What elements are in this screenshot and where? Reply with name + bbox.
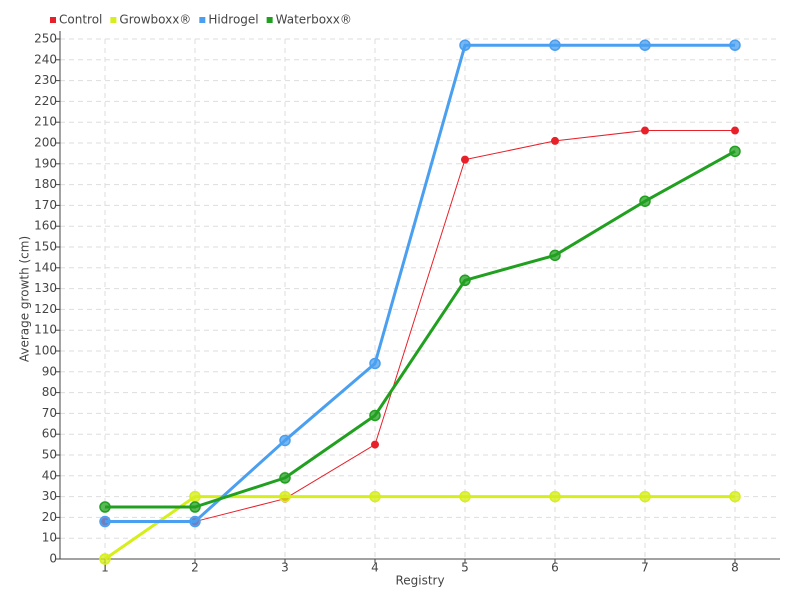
data-point	[369, 490, 381, 503]
x-tick-label: 2	[191, 561, 199, 575]
data-point	[551, 136, 559, 145]
data-point	[549, 39, 561, 51]
y-tick-label: 90	[42, 364, 57, 378]
x-tick-label: 3	[281, 561, 289, 575]
legend-label: Growboxx®	[119, 13, 191, 27]
data-point	[279, 472, 291, 484]
x-tick-label: 6	[551, 561, 559, 575]
y-tick-label: 160	[34, 219, 57, 233]
y-tick-label: 220	[34, 94, 57, 108]
y-axis-label: Average growth (cm)	[18, 236, 32, 362]
series-line	[105, 43, 735, 524]
y-tick-label: 50	[42, 448, 57, 462]
data-point	[549, 249, 561, 262]
y-tick-label: 30	[42, 489, 57, 503]
data-point	[459, 274, 471, 287]
x-tick-label: 1	[101, 561, 109, 575]
y-tick-label: 0	[49, 552, 57, 566]
series-line	[105, 150, 736, 509]
y-tick-label: 230	[34, 73, 57, 87]
y-tick-label: 40	[42, 468, 57, 482]
data-point	[459, 39, 471, 51]
y-tick-label: 210	[34, 115, 57, 129]
y-tick-label: 120	[34, 302, 57, 316]
legend-label: Waterboxx®	[276, 13, 352, 27]
x-tick-label: 4	[371, 561, 379, 575]
data-point	[729, 145, 741, 158]
legend-marker	[110, 17, 117, 23]
data-point	[371, 440, 379, 449]
data-point	[189, 490, 201, 503]
data-point	[639, 195, 651, 207]
data-point	[99, 515, 111, 528]
legend-marker	[50, 17, 56, 23]
y-tick-label: 180	[34, 177, 57, 191]
data-point	[459, 490, 471, 503]
y-tick-label: 110	[34, 323, 57, 337]
data-point	[189, 515, 201, 528]
x-tick-label: 8	[731, 561, 739, 575]
y-tick-label: 200	[34, 136, 57, 150]
data-point	[639, 39, 651, 51]
data-point	[731, 126, 739, 135]
data-point	[99, 553, 111, 565]
y-tick-label: 70	[42, 406, 57, 420]
x-tick-label: 7	[641, 561, 649, 575]
y-tick-label: 20	[42, 510, 57, 524]
data-point	[189, 501, 201, 513]
series-line	[104, 495, 735, 561]
y-tick-label: 140	[34, 260, 57, 274]
data-point	[729, 39, 741, 51]
data-point	[279, 434, 291, 447]
data-point	[729, 490, 741, 503]
y-tick-label: 250	[34, 32, 57, 46]
data-point	[549, 490, 561, 503]
legend-marker	[266, 17, 273, 23]
y-tick-label: 170	[34, 198, 57, 212]
x-tick-label: 5	[461, 561, 469, 575]
data-point	[639, 490, 651, 503]
legend-label: Hidrogel	[208, 13, 258, 27]
y-tick-label: 240	[34, 52, 57, 66]
legend-marker	[199, 17, 206, 23]
x-axis-label: Registry	[395, 574, 444, 588]
data-point	[369, 357, 381, 370]
y-tick-label: 80	[42, 385, 57, 399]
y-tick-label: 150	[34, 240, 57, 254]
data-point	[461, 155, 469, 164]
y-tick-label: 10	[42, 531, 57, 545]
data-point	[641, 126, 649, 135]
data-point	[279, 490, 291, 503]
data-point	[99, 501, 111, 513]
data-point	[369, 409, 381, 422]
y-tick-label: 130	[34, 281, 57, 295]
y-tick-label: 60	[42, 427, 57, 441]
y-tick-label: 190	[34, 156, 57, 170]
y-tick-label: 100	[34, 344, 57, 358]
series-line	[105, 130, 735, 523]
legend-label: Control	[59, 13, 102, 27]
